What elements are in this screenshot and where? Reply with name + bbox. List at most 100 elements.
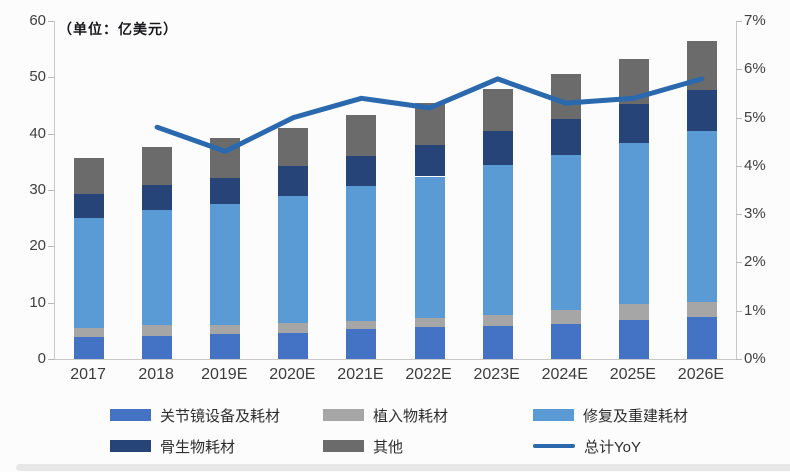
y-axis-left-tick-mark — [48, 246, 54, 248]
legend-label: 总计YoY — [584, 438, 641, 456]
x-axis-category-label: 2023E — [473, 366, 520, 383]
legend-label: 关节镜设备及耗材 — [160, 407, 281, 425]
y-axis-left-tick-mark — [48, 21, 54, 22]
bar-segment-关节镜设备及耗材 — [142, 335, 173, 359]
legend-item-骨生物耗材: 骨生物耗材 — [110, 437, 236, 456]
y-axis-right-tick-mark — [736, 69, 742, 71]
x-axis-category-label: 2024E — [541, 366, 588, 383]
y-axis-right-tick-label: 3% — [744, 205, 766, 223]
legend-label: 修复及重建耗材 — [583, 407, 689, 425]
y-axis-right-tick-label: 2% — [744, 253, 766, 271]
bar-segment-骨生物耗材 — [686, 89, 717, 131]
x-axis-category-label: 2020E — [269, 366, 316, 383]
bar-segment-骨生物耗材 — [550, 119, 581, 156]
bar-segment-修复及重建耗材 — [346, 185, 377, 321]
y-axis-left-tick-mark — [48, 302, 54, 304]
bar-segment-修复及重建耗材 — [210, 204, 241, 326]
y-axis-left-tick-label: 60 — [29, 12, 46, 29]
bar-segment-植入物耗材 — [686, 302, 717, 317]
y-axis-left-tick-mark — [48, 77, 54, 79]
y-axis-right-tick-label: 7% — [744, 12, 766, 29]
y-axis-left-tick-label: 20 — [29, 237, 46, 255]
bar-segment-关节镜设备及耗材 — [210, 334, 241, 359]
bar-segment-骨生物耗材 — [142, 184, 173, 211]
bottom-divider — [16, 464, 790, 471]
y-axis-left-tick-mark — [48, 190, 54, 191]
bar-segment-骨生物耗材 — [482, 131, 513, 165]
bar-segment-关节镜设备及耗材 — [686, 316, 717, 359]
y-axis-right-tick-mark — [736, 359, 742, 360]
legend-item-修复及重建耗材: 修复及重建耗材 — [533, 406, 689, 425]
legend-swatch-icon — [110, 440, 151, 452]
bar-segment-修复及重建耗材 — [74, 218, 105, 329]
legend-swatch-icon — [533, 409, 574, 421]
legend-label: 其他 — [373, 438, 404, 456]
x-axis-category-label: 2021E — [337, 366, 384, 383]
bar-segment-骨生物耗材 — [278, 166, 309, 196]
y-axis-right-tick-label: 4% — [744, 156, 766, 174]
legend-swatch-icon — [323, 440, 364, 452]
y-axis-right-tick-label: 1% — [744, 301, 766, 319]
bar-segment-关节镜设备及耗材 — [618, 319, 649, 359]
bar-segment-修复及重建耗材 — [482, 164, 513, 315]
bar-segment-骨生物耗材 — [74, 193, 105, 219]
y-axis-left-tick-mark — [48, 133, 54, 135]
bar-segment-关节镜设备及耗材 — [482, 325, 513, 359]
bar-segment-植入物耗材 — [550, 310, 581, 324]
bar-segment-其他 — [482, 88, 513, 132]
legend-label: 骨生物耗材 — [160, 438, 236, 456]
bar-segment-植入物耗材 — [278, 322, 309, 334]
bar-segment-关节镜设备及耗材 — [74, 337, 105, 359]
bar-segment-其他 — [74, 157, 105, 194]
legend-swatch-icon — [110, 409, 151, 421]
bar-segment-关节镜设备及耗材 — [550, 323, 581, 359]
y-axis-left-tick-label: 30 — [29, 181, 46, 198]
bar-segment-植入物耗材 — [482, 314, 513, 326]
x-axis-category-label: 2018 — [138, 366, 174, 383]
unit-label: （单位：亿美元） — [58, 21, 178, 37]
bar-segment-骨生物耗材 — [346, 156, 377, 186]
legend-swatch-icon — [323, 409, 364, 421]
y-axis-left-tick-label: 40 — [29, 124, 46, 142]
y-axis-left-tick-label: 50 — [29, 68, 46, 86]
bar-segment-其他 — [142, 147, 173, 185]
y-axis-right-tick-label: 0% — [744, 350, 766, 367]
y-axis-right-tick-mark — [736, 117, 742, 119]
bar-segment-植入物耗材 — [142, 325, 173, 336]
bar-segment-植入物耗材 — [74, 328, 105, 338]
bar-segment-植入物耗材 — [414, 317, 445, 327]
bar-segment-植入物耗材 — [618, 304, 649, 320]
bar-segment-骨生物耗材 — [618, 103, 649, 144]
bar-segment-其他 — [278, 128, 309, 167]
yoy-line-layer — [154, 76, 705, 154]
y-axis-right-tick-mark — [736, 214, 742, 216]
x-axis-category-label: 2017 — [70, 366, 106, 383]
x-axis-category-label: 2019E — [201, 366, 248, 383]
bar-segment-修复及重建耗材 — [142, 210, 173, 326]
y-axis-right-tick-mark — [736, 310, 742, 312]
legend-item-关节镜设备及耗材: 关节镜设备及耗材 — [110, 406, 281, 425]
bar-segment-植入物耗材 — [210, 325, 241, 335]
legend-item-其他: 其他 — [323, 437, 404, 456]
bar-segment-其他 — [346, 115, 377, 157]
x-axis-category-label: 2026E — [677, 366, 725, 383]
y-axis-left-tick-mark — [48, 359, 54, 360]
bar-segment-修复及重建耗材 — [278, 195, 309, 323]
legend-label: 植入物耗材 — [373, 407, 449, 425]
y-axis-right-tick-mark — [736, 21, 742, 22]
x-axis-category-label: 2022E — [405, 366, 452, 383]
y-axis-left-tick-label: 0 — [37, 350, 46, 367]
bar-segment-关节镜设备及耗材 — [346, 329, 377, 359]
bar-segment-修复及重建耗材 — [414, 176, 445, 318]
bar-segment-修复及重建耗材 — [618, 143, 649, 305]
y-axis-right-tick-mark — [736, 262, 742, 264]
bar-segment-修复及重建耗材 — [550, 155, 581, 310]
bar-segment-关节镜设备及耗材 — [414, 326, 445, 359]
bar-segment-其他 — [550, 73, 581, 120]
bar-segment-骨生物耗材 — [210, 177, 241, 205]
y-axis-left-tick-label: 10 — [29, 293, 46, 311]
y-axis-right-tick-label: 6% — [744, 60, 766, 78]
bar-segment-骨生物耗材 — [414, 144, 445, 177]
y-axis-right-tick-label: 5% — [744, 108, 766, 126]
